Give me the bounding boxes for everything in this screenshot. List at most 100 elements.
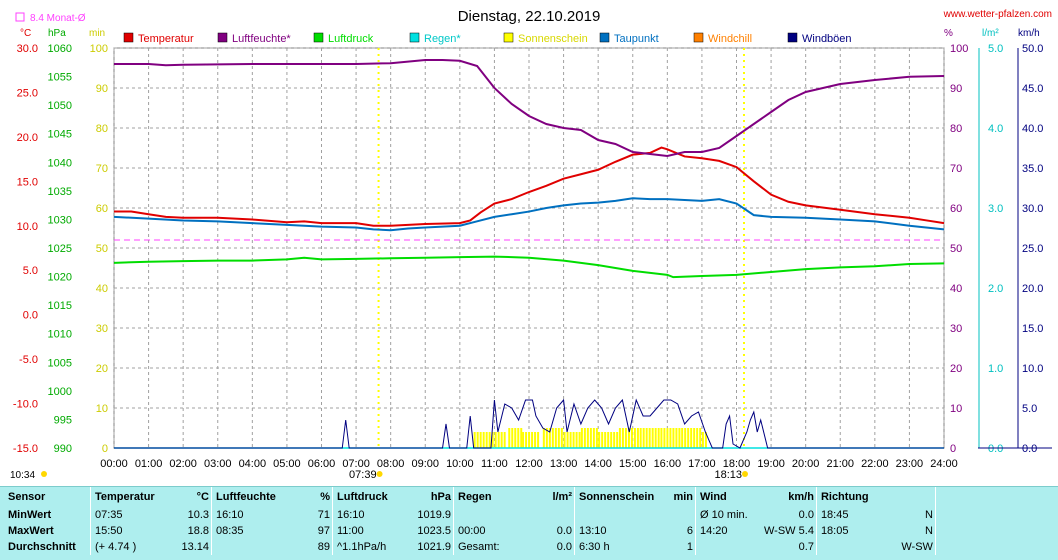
sunshine-bar <box>660 428 663 448</box>
legend-swatch <box>503 32 514 43</box>
stats-cell: 0.0 <box>556 525 572 537</box>
stats-row-label: Durchschnitt <box>8 541 76 553</box>
rain-tick-label: 3.0 <box>988 203 1003 215</box>
website-label: www.wetter-pfalzen.com <box>943 9 1052 20</box>
pressure-tick-label: 1060 <box>48 43 72 55</box>
percent-tick-label: 70 <box>950 163 962 175</box>
minutes-tick-label: 60 <box>96 203 108 215</box>
sunshine-bar <box>672 428 675 448</box>
minutes-tick-label: 30 <box>96 323 108 335</box>
temp-tick-label: 10.0 <box>17 221 38 233</box>
stats-header-sun: Sonnenschein <box>574 487 661 507</box>
legend-label: Taupunkt <box>614 33 659 45</box>
sunshine-bar <box>678 428 681 448</box>
x-tick-label: 13:00 <box>550 458 578 470</box>
stats-cell <box>453 507 530 523</box>
stats-cell: 18.8 <box>187 525 209 537</box>
sunshine-bar <box>586 428 589 448</box>
minutes-tick-label: 70 <box>96 163 108 175</box>
wind-tick-label: 45.0 <box>1022 83 1043 95</box>
sunshine-bar <box>517 428 520 448</box>
stats-cell-wind-dir: W-SW <box>764 525 796 537</box>
pressure-tick-label: 1040 <box>48 157 72 169</box>
x-tick-label: 08:00 <box>377 458 405 470</box>
pressure-tick-label: 1050 <box>48 100 72 112</box>
temp-tick-label: 15.0 <box>17 176 38 188</box>
sunshine-bar <box>575 432 578 448</box>
sunshine-bar <box>636 428 639 448</box>
pressure-tick-label: 1030 <box>48 214 72 226</box>
minutes-tick-label: 80 <box>96 123 108 135</box>
sunshine-bar <box>500 432 503 448</box>
minutes-axis-unit: min <box>89 28 105 39</box>
stats-cell: ^1.1hPa/h <box>332 539 409 555</box>
sunshine-bar <box>485 432 488 448</box>
pressure-axis-unit: hPa <box>48 28 66 39</box>
sunshine-bar <box>548 428 551 448</box>
stats-header-hum-unit: % <box>320 491 330 503</box>
x-tick-label: 15:00 <box>619 458 647 470</box>
sunshine-bar <box>616 432 619 448</box>
percent-tick-label: 30 <box>950 323 962 335</box>
x-tick-label: 14:00 <box>584 458 612 470</box>
stats-cell: 97 <box>317 525 330 537</box>
sunshine-bar <box>520 428 523 448</box>
stats-cell: W-SW <box>901 541 933 553</box>
pressure-tick-label: 1005 <box>48 357 72 369</box>
temperature-series-line <box>114 146 945 227</box>
stats-cell: 1019.9 <box>417 509 451 521</box>
temp-tick-label: 0.0 <box>23 310 38 322</box>
sunshine-bar <box>624 428 627 448</box>
sunshine-bar <box>699 428 702 448</box>
rain-tick-label: 0.0 <box>988 443 1003 455</box>
sunshine-bar <box>522 432 525 448</box>
legend-label: Regen* <box>424 33 461 45</box>
percent-tick-label: 80 <box>950 123 962 135</box>
sunshine-bar <box>534 432 537 448</box>
sunshine-bar <box>681 428 684 448</box>
monthly-avg-marker-icon <box>15 12 25 22</box>
stats-cell-wind-time: 14:20 <box>700 525 728 537</box>
rain-tick-label: 5.0 <box>988 43 1003 55</box>
wind-tick-label: 20.0 <box>1022 283 1043 295</box>
pressure-tick-label: 1020 <box>48 272 72 284</box>
sunshine-bar <box>503 432 506 448</box>
wind-tick-label: 50.0 <box>1022 43 1043 55</box>
sunshine-bar <box>598 432 601 448</box>
sunshine-bar <box>583 428 586 448</box>
stats-header-press: Luftdruck <box>332 487 409 507</box>
legend-label: Luftdruck <box>328 33 374 45</box>
x-tick-label: 11:00 <box>481 458 508 470</box>
stats-header-dir-blank <box>883 487 936 507</box>
stats-cell: 13.14 <box>181 541 209 553</box>
wind-gust-series-line <box>114 398 944 449</box>
sunshine-bar <box>473 432 476 448</box>
stats-cell: 1 <box>686 541 693 553</box>
stats-cell: 18:45 <box>815 507 883 523</box>
stats-cell: N <box>924 525 933 537</box>
stats-header-temp-unit: °C <box>196 491 209 503</box>
stats-cell: 1021.9 <box>417 541 451 553</box>
stats-cell: W-SW 5.4 <box>762 523 816 539</box>
weather-chart: Dienstag, 22.10.2019 www.wetter-pfalzen.c… <box>10 8 1052 481</box>
minutes-tick-label: 100 <box>90 43 108 55</box>
x-tick-label: 02:00 <box>169 458 197 470</box>
sunshine-bar <box>639 428 642 448</box>
sunshine-bar <box>491 432 494 448</box>
sunshine-bar <box>531 432 534 448</box>
pressure-series-line <box>113 255 945 279</box>
sunshine-bar <box>580 428 583 448</box>
stats-cell <box>661 507 696 523</box>
dewpoint-series-line <box>113 197 945 232</box>
sunshine-bar <box>630 428 633 448</box>
minutes-tick-label: 50 <box>96 243 108 255</box>
sunshine-bar <box>666 428 669 448</box>
sunshine-bar <box>595 428 598 448</box>
minutes-tick-label: 0 <box>102 443 108 455</box>
sunrise-label: 07:39 <box>349 469 377 481</box>
sun-icon <box>41 471 47 477</box>
stats-table: Sensor Temperatur °C Luftfeuchte % Luftd… <box>0 487 1058 555</box>
pressure-tick-label: 1025 <box>48 243 72 255</box>
stats-cell-wind-val: 5.4 <box>798 525 814 537</box>
sunshine-bar <box>701 432 704 448</box>
